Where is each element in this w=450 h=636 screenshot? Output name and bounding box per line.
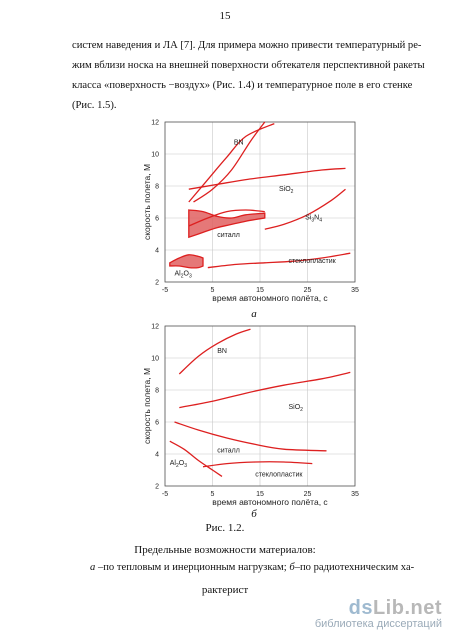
curve-label: BN	[217, 348, 227, 355]
page-number: 15	[219, 10, 231, 22]
text-line-3: класса «поверхность −воздух» (Рис. 1.4) …	[72, 80, 413, 91]
y-tick-label: 4	[155, 452, 159, 459]
y-tick-label: 8	[155, 388, 159, 395]
body-paragraph: систем наведения и ЛА [7]. Для примера м…	[72, 36, 425, 116]
x-tick-label: 25	[304, 491, 312, 498]
series-line-стеклопластик	[207, 252, 351, 269]
watermark: dsLib.net библиотека диссертаций	[315, 597, 442, 630]
y-tick-label: 4	[155, 248, 159, 255]
series-line-BN	[188, 123, 275, 203]
series-line-стеклопластик	[202, 461, 313, 468]
series-line-ситалл	[174, 421, 327, 452]
watermark-subtitle: библиотека диссертаций	[314, 618, 442, 630]
subfigure-label-b: б	[251, 508, 257, 520]
figure-description-2: рактерист	[201, 584, 249, 596]
curve-label: Si3N4	[305, 215, 322, 224]
y-tick-label: 2	[155, 280, 159, 287]
desc-a-letter: а	[90, 562, 96, 573]
desc-b-letter: б	[289, 562, 295, 573]
text-line-4: (Рис. 1.5).	[72, 100, 117, 111]
area-Al2O3	[169, 254, 204, 269]
plot-frame	[164, 121, 356, 283]
y-tick-label: 12	[151, 324, 159, 331]
x-tick-label: -5	[162, 491, 168, 498]
chart-b: -5 5 15 25 35 2 4 6 8 10 12 время автономного полёт…	[140, 316, 370, 516]
x-tick-label: 15	[256, 491, 264, 498]
curve-label: ситалл	[217, 232, 240, 239]
y-tick-label: 8	[155, 184, 159, 191]
series-line-Si3N4	[264, 188, 346, 230]
curve-label: BN	[234, 139, 244, 146]
chart-a: -5 5 15 25 35 2 4 6 8 10 12 время автономного полёт…	[140, 112, 370, 312]
subfigure-label-a: а	[251, 308, 257, 320]
x-tick-label: -5	[162, 287, 168, 294]
series-line-BN	[178, 328, 251, 375]
curve-label: стеклопластик	[255, 471, 303, 478]
x-axis-label: время автономного полёта, с	[212, 293, 328, 303]
x-tick-label: 25	[304, 287, 312, 294]
figure-description-1: а –по тепловым и инерционным нагрузкам; …	[90, 562, 414, 573]
x-tick-label: 5	[211, 287, 215, 294]
x-tick-label: 35	[351, 287, 359, 294]
y-tick-label: 10	[151, 152, 159, 159]
series-line-Al2O3	[169, 440, 223, 477]
curve-label: ситалл	[217, 447, 240, 454]
text-line-1: систем наведения и ЛА [7]. Для примера м…	[72, 40, 422, 51]
y-tick-label: 2	[155, 484, 159, 491]
y-tick-label: 6	[155, 420, 159, 427]
curve-label: SiO2	[279, 186, 294, 195]
series-line-SiO2	[179, 371, 351, 409]
figure-label: Рис. 1.2.	[205, 522, 245, 534]
y-axis-label: скорость полета, М	[142, 368, 152, 444]
y-axis-label: скорость полета, М	[142, 164, 152, 240]
y-tick-label: 6	[155, 216, 159, 223]
series-line-SiO2	[188, 167, 346, 190]
curve-label: стеклопластик	[289, 258, 337, 265]
plot-frame	[164, 325, 356, 487]
figure-title: Предельные возможности материалов:	[134, 544, 316, 556]
x-tick-label: 35	[351, 491, 359, 498]
desc-b-text: –по радиотехническим ха-	[294, 562, 415, 573]
y-tick-label: 10	[151, 356, 159, 363]
x-tick-label: 5	[211, 491, 215, 498]
series-line-ситалл	[188, 209, 265, 227]
curve-label: SiO2	[289, 404, 304, 413]
series-line-BN	[193, 121, 266, 203]
chart-b-svg: -5 5 15 25 35 2 4 6 8 10 12 время автономного полёт…	[142, 324, 359, 508]
chart-a-svg: -5 5 15 25 35 2 4 6 8 10 12 время автономного полёт…	[142, 120, 359, 304]
curve-label: Al2O3	[170, 460, 187, 469]
y-tick-label: 12	[151, 120, 159, 127]
x-tick-label: 15	[256, 287, 264, 294]
x-axis-label: время автономного полёта, с	[212, 497, 328, 507]
curve-label: Al2O3	[175, 271, 192, 280]
watermark-logo: dsLib.net	[348, 597, 442, 619]
text-line-2: жим вблизи носка на внешней поверхности …	[72, 60, 425, 71]
desc-a-text: –по тепловым и инерционным нагрузкам;	[95, 562, 290, 573]
